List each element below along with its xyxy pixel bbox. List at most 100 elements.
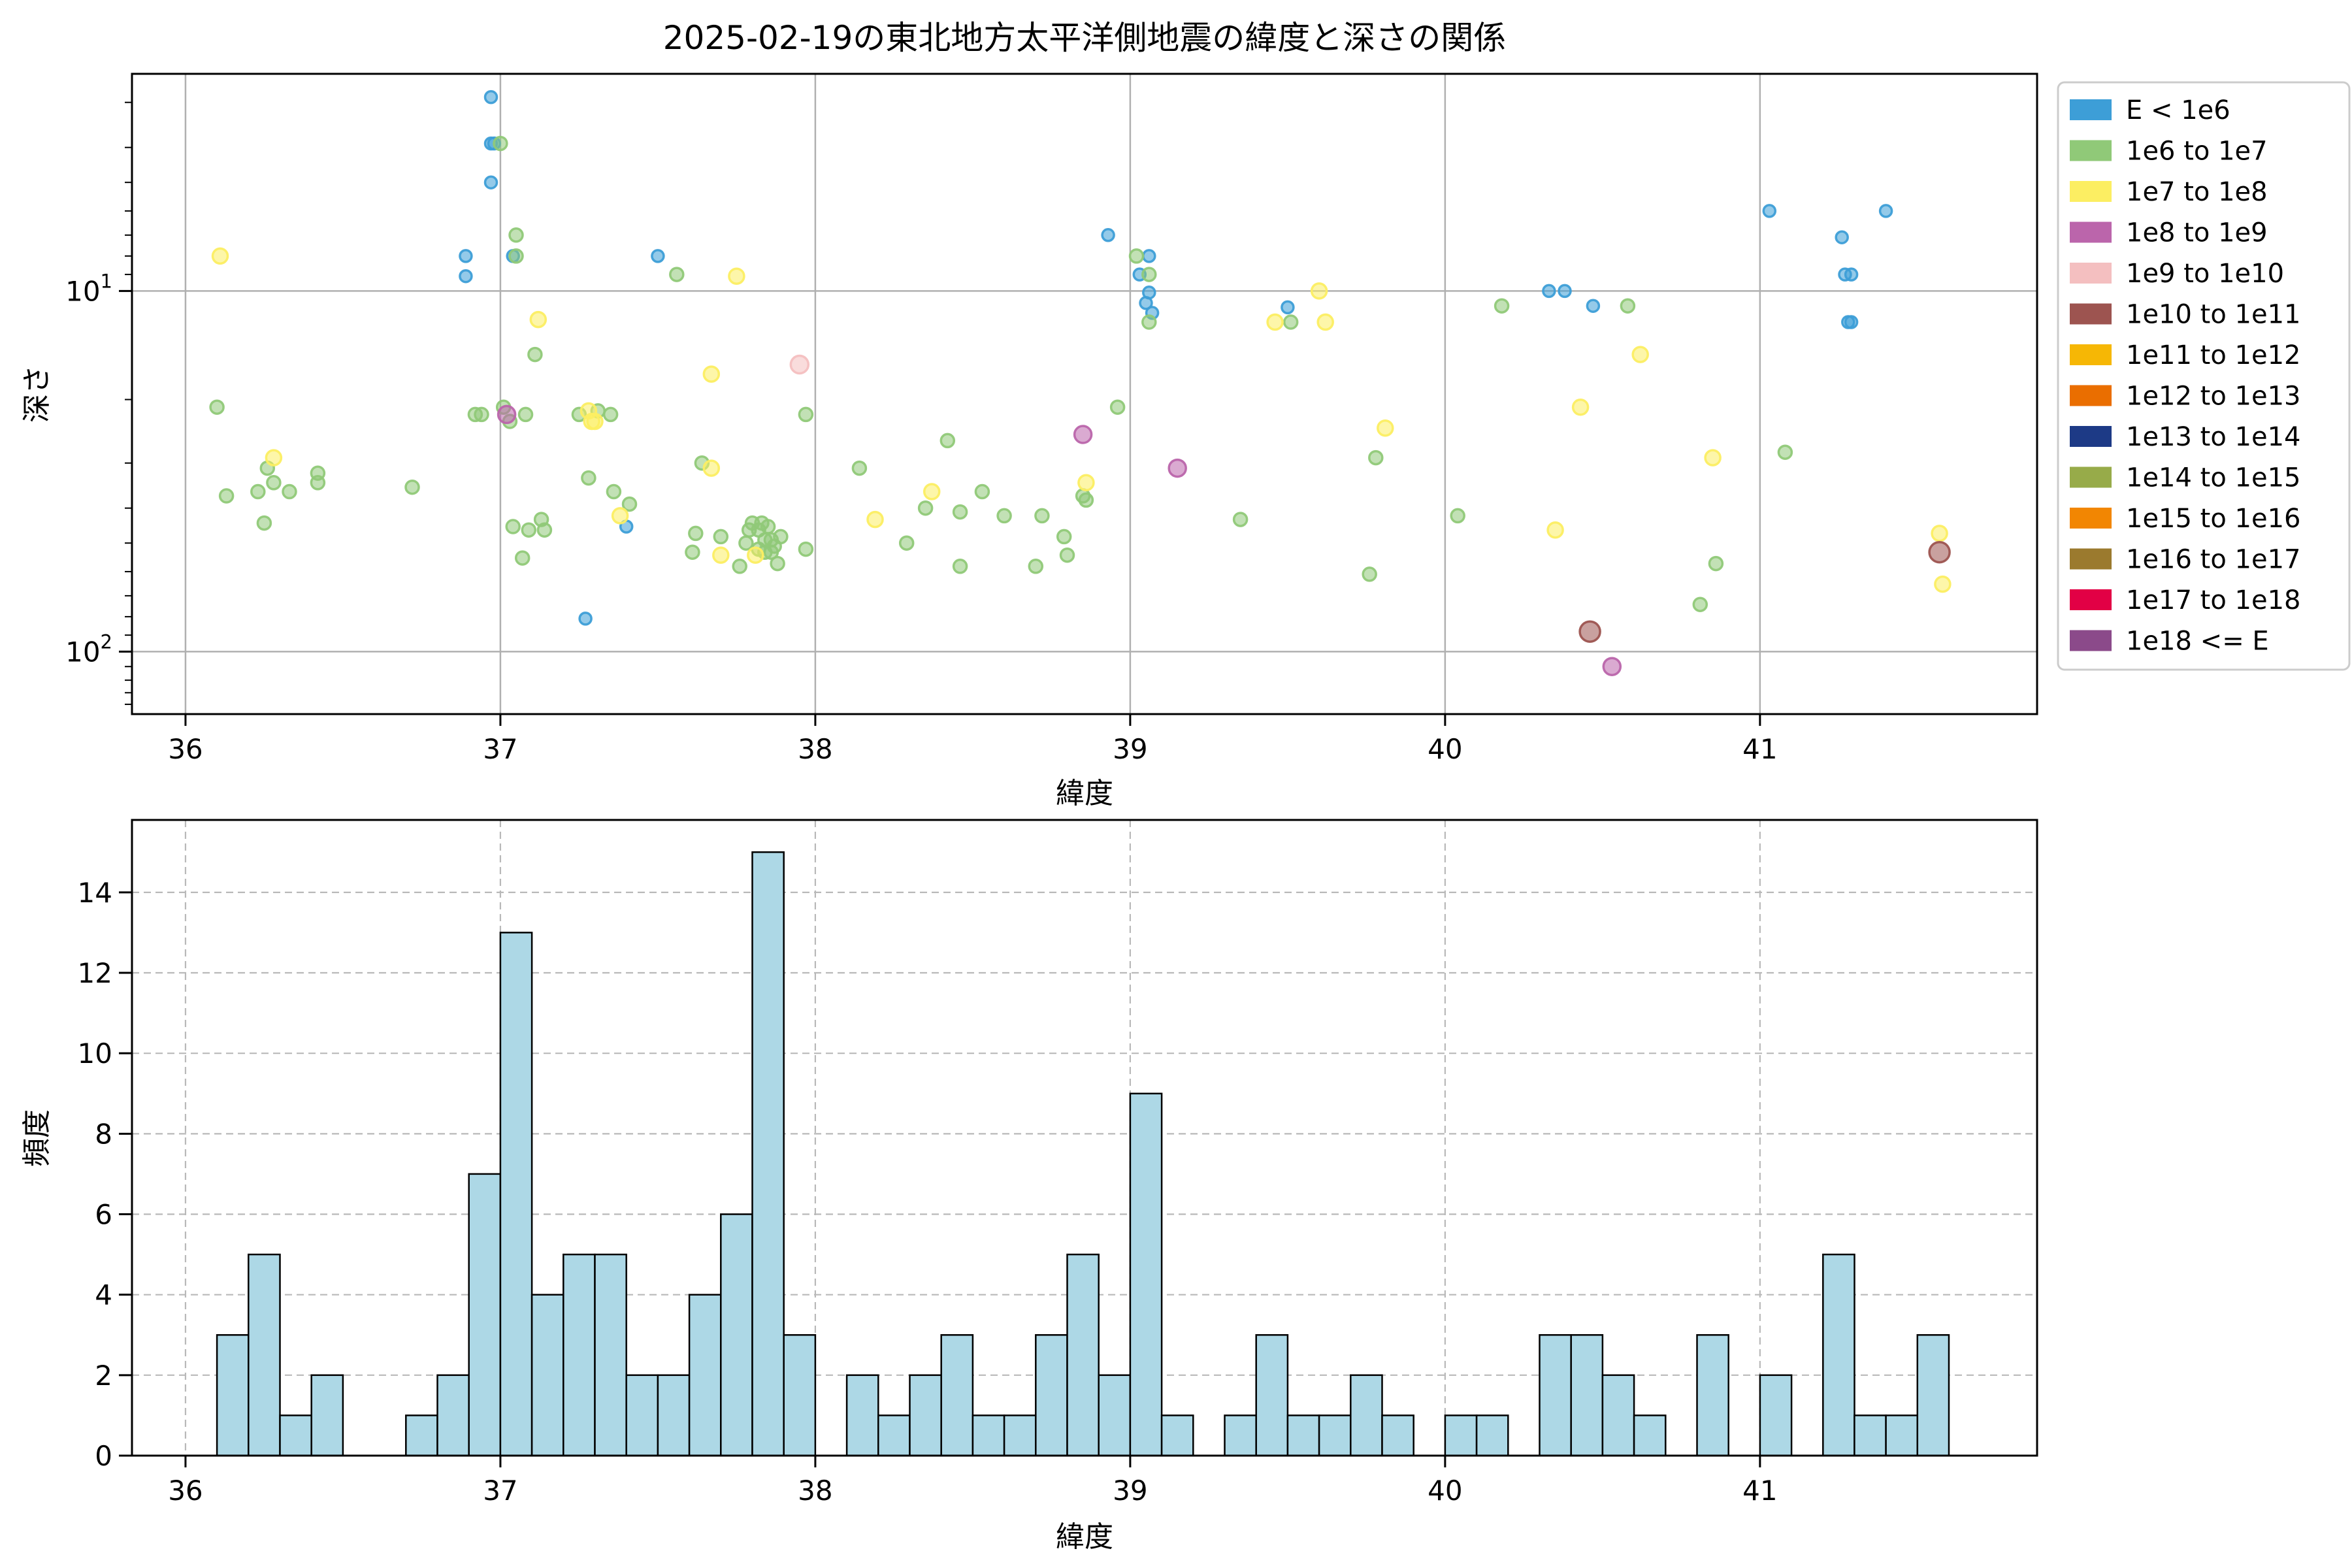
data-point [1056, 529, 1072, 545]
data-point [952, 559, 968, 574]
legend: E < 1e6 1e6 to 1e7 1e7 to 1e8 1e8 to 1e9 1e9… [2057, 81, 2351, 671]
legend-label: 1e9 to 1e10 [2126, 259, 2284, 289]
data-point [1586, 299, 1601, 313]
histogram-bar [1381, 1414, 1414, 1457]
data-point [1708, 555, 1724, 572]
data-point [1232, 512, 1249, 527]
data-point [611, 507, 629, 525]
data-point [282, 483, 297, 500]
data-point [256, 515, 272, 531]
data-point [483, 175, 498, 189]
legend-entry: 1e15 to 1e16 [2070, 504, 2301, 534]
data-point [508, 227, 524, 243]
data-point [1934, 575, 1952, 593]
data-point [789, 354, 810, 375]
legend-label: 1e13 to 1e14 [2126, 422, 2301, 452]
data-point [474, 406, 489, 423]
histogram-bar [216, 1334, 250, 1457]
data-point [1141, 267, 1157, 282]
histogram-bar [1350, 1374, 1383, 1457]
histogram-bar [1696, 1334, 1729, 1457]
data-point [521, 522, 537, 538]
data-point [1450, 508, 1465, 524]
histogram-bar [909, 1374, 942, 1457]
legend-swatch [2070, 99, 2112, 120]
data-point [798, 541, 814, 557]
tick-label: 39 [1113, 1475, 1147, 1507]
data-point [688, 525, 704, 542]
data-point [218, 488, 235, 504]
scatter-points [209, 90, 1952, 676]
tick-label: 40 [1428, 733, 1462, 765]
legend-entry: E < 1e6 [2070, 95, 2230, 125]
data-point [1282, 314, 1299, 330]
legend-swatch [2070, 221, 2112, 243]
tick-label: 39 [1113, 733, 1147, 765]
data-point [250, 483, 266, 500]
tick-label: 37 [483, 733, 517, 765]
histogram-bar [720, 1213, 753, 1457]
histogram-bar [972, 1414, 1005, 1457]
histogram-bar [594, 1253, 627, 1457]
data-point [917, 500, 934, 516]
histogram-bar [1633, 1414, 1667, 1457]
legend-swatch [2070, 344, 2112, 365]
data-point [209, 399, 225, 415]
data-point [1844, 267, 1859, 282]
data-point [669, 267, 685, 282]
histogram-bar [1003, 1414, 1037, 1457]
tick-label: 36 [168, 1475, 203, 1507]
data-point [606, 483, 622, 500]
data-point [732, 559, 747, 574]
legend-label: 1e12 to 1e13 [2126, 382, 2301, 412]
data-point [404, 479, 420, 495]
data-point [211, 247, 229, 265]
histogram-bar [1224, 1414, 1257, 1457]
legend-label: 1e18 <= E [2126, 627, 2269, 657]
legend-entry: 1e11 to 1e12 [2070, 340, 2301, 370]
data-point [1368, 449, 1384, 466]
histogram-bar [468, 1173, 502, 1457]
tick-label: 40 [1428, 1475, 1462, 1507]
data-point [529, 310, 547, 329]
data-point [505, 519, 521, 534]
legend-swatch [2070, 589, 2112, 610]
data-point [1028, 559, 1044, 574]
tick-label: 14 [78, 877, 112, 909]
histogram-bar [405, 1414, 438, 1457]
data-point [651, 249, 665, 263]
tick-label: 4 [95, 1279, 112, 1311]
legend-entry: 1e10 to 1e11 [2070, 300, 2301, 330]
legend-label: 1e11 to 1e12 [2126, 340, 2301, 370]
data-point [1777, 444, 1793, 460]
data-point [939, 433, 956, 449]
histogram-bar [783, 1334, 817, 1457]
legend-label: 1e14 to 1e15 [2126, 463, 2301, 493]
histogram-bar [877, 1414, 911, 1457]
data-point [1578, 620, 1601, 643]
data-point [747, 546, 764, 564]
data-point [1620, 298, 1636, 314]
data-point [527, 346, 543, 363]
tick-label: 41 [1742, 733, 1777, 765]
legend-label: 1e7 to 1e8 [2126, 177, 2268, 207]
data-point [1109, 399, 1126, 415]
data-point [310, 475, 326, 491]
legend-swatch [2070, 426, 2112, 447]
tick-label: 6 [95, 1199, 112, 1231]
tick-label: 102 [65, 630, 112, 668]
histogram-x-axis-label: 緯度 [1056, 1520, 1113, 1554]
histogram-bar [1444, 1414, 1478, 1457]
data-point [1034, 508, 1050, 524]
histogram-bar [1035, 1334, 1068, 1457]
scatter-axes-frame [131, 73, 2038, 715]
histogram-axes-frame [131, 819, 2038, 1457]
tick-label: 8 [95, 1118, 112, 1150]
data-point [586, 412, 604, 431]
legend-swatch [2070, 548, 2112, 570]
data-point [923, 483, 941, 500]
data-point [1077, 474, 1095, 492]
legend-label: 1e16 to 1e17 [2126, 545, 2301, 575]
histogram-bar [563, 1253, 596, 1457]
